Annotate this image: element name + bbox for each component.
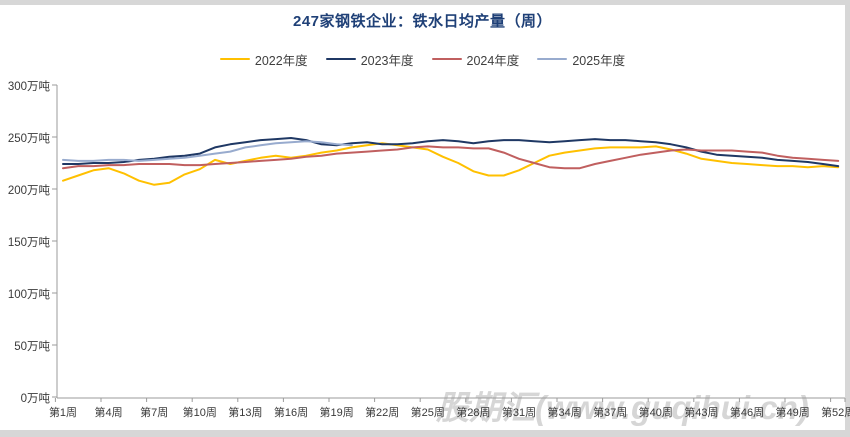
legend-label: 2024年度 — [466, 53, 520, 68]
x-axis-label: 第25周 — [410, 407, 445, 419]
y-axis-label: 200万吨 — [7, 185, 50, 197]
x-axis-label: 第19周 — [319, 407, 354, 419]
x-axis-label: 第31周 — [501, 407, 537, 419]
series-line-2023 — [62, 137, 840, 168]
x-axis-label: 第13周 — [228, 407, 263, 419]
right-border-bar — [845, 0, 850, 437]
watermark-text: 股期汇(www.guqihui.cn) — [436, 389, 809, 426]
legend-item-2025: 2025年度 — [537, 50, 625, 69]
x-axis-label: 第37周 — [593, 407, 628, 419]
chart-legend: 2022年度 2023年度 2024年度 2025年度 — [0, 50, 845, 68]
x-axis-label: 第1周 — [48, 407, 78, 419]
top-border-bar — [0, 0, 850, 5]
y-axis-label: 250万吨 — [7, 133, 50, 145]
x-axis-label: 第4周 — [94, 407, 123, 419]
legend-label: 2022年度 — [254, 53, 308, 68]
series-line-2025 — [62, 140, 353, 162]
x-axis-ticks — [54, 398, 846, 402]
x-axis-label: 第49周 — [775, 407, 810, 419]
legend-line-swatch — [325, 57, 356, 61]
series-line-2022 — [62, 142, 840, 186]
x-axis-label: 第16周 — [273, 407, 309, 419]
legend-label: 2023年度 — [360, 53, 414, 68]
legend-line-swatch — [431, 57, 462, 61]
legend-line-swatch — [537, 57, 568, 61]
y-axis-label: 0万吨 — [20, 393, 50, 405]
y-axis-label: 150万吨 — [7, 237, 50, 249]
x-axis-label: 第46周 — [729, 407, 765, 419]
x-axis-label: 第34周 — [547, 407, 582, 419]
y-axis-label: 50万吨 — [14, 341, 50, 353]
x-axis-label: 第7周 — [140, 407, 169, 419]
legend-item-2022: 2022年度 — [219, 50, 308, 69]
bottom-border-bar — [0, 430, 850, 437]
legend-label: 2025年度 — [572, 53, 626, 68]
x-axis-label: 第40周 — [638, 407, 673, 419]
x-axis-label: 第28周 — [456, 407, 491, 419]
x-axis-label: 第22周 — [365, 407, 400, 419]
legend-item-2023: 2023年度 — [325, 50, 414, 69]
x-axis-label: 第43周 — [684, 407, 719, 419]
y-axis-label: 300万吨 — [7, 81, 50, 93]
y-axis-ticks — [52, 84, 57, 398]
series-line-2024 — [62, 145, 840, 170]
x-axis-label: 第10周 — [182, 407, 217, 419]
chart-title: 247家钢铁企业：铁水日均产量（周） — [292, 13, 553, 30]
x-axis-label: 第52周 — [821, 407, 850, 419]
legend-line-swatch — [219, 57, 250, 61]
y-axis-label: 100万吨 — [7, 289, 50, 301]
legend-item-2024: 2024年度 — [431, 50, 520, 69]
